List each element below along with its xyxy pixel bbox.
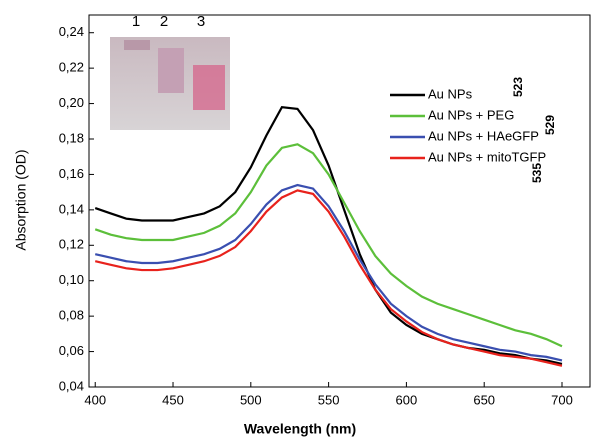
inset-label: 3 [197,13,205,30]
legend-label: Au NPs + mitoTGFP [428,149,546,164]
y-tick-label: 0,10 [59,272,84,287]
y-tick-label: 0,22 [59,60,84,75]
y-tick-label: 0,04 [59,378,84,393]
x-axis-label: Wavelength (nm) [244,421,356,437]
y-axis-label: Absorption (OD) [13,149,29,250]
y-tick-label: 0,18 [59,130,84,145]
plot-frame [88,14,591,388]
series-line [94,183,563,362]
y-tick-label: 0,06 [59,343,84,358]
y-tick-label: 0,14 [59,201,84,216]
legend-label: Au NPs + HAeGFP [428,128,539,143]
annotation: 535 [530,163,544,183]
y-tick-label: 0,20 [59,95,84,110]
inset-label: 2 [160,13,168,30]
x-tick-label: 700 [551,392,573,407]
x-tick-label: 650 [473,392,495,407]
series-line [94,105,563,366]
x-tick-label: 400 [84,392,106,407]
y-tick-label: 0,16 [59,166,84,181]
x-tick-label: 500 [240,392,262,407]
annotation: 529 [543,115,557,135]
y-tick-label: 0,08 [59,308,84,323]
legend-label: Au NPs [428,86,473,101]
x-tick-label: 600 [396,392,418,407]
inset-image [110,37,230,130]
annotation: 523 [511,77,525,97]
y-tick-label: 0,24 [59,24,84,39]
series-line [94,189,563,367]
x-tick-label: 550 [318,392,340,407]
inset-label: 1 [132,13,140,30]
legend-label: Au NPs + PEG [428,107,514,122]
y-tick-label: 0,12 [59,237,84,252]
series-line [94,143,563,348]
x-tick-label: 450 [162,392,184,407]
